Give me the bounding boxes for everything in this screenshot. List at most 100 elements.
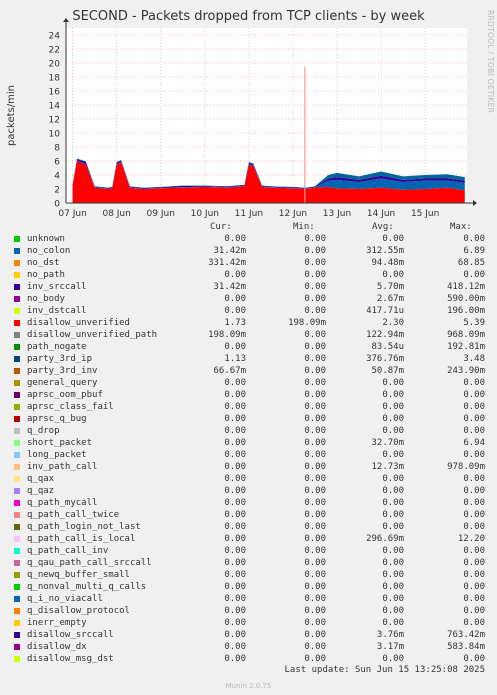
legend-row-q-nonval-multi-q-calls: q_nonval_multi_q_calls 0.00 0.00 0.00 0.00	[0, 582, 497, 594]
area-disallow-unverified	[72, 161, 465, 203]
legend-header-cur: Cur:	[210, 222, 232, 232]
legend-min-value: 0.00	[304, 570, 326, 580]
legend-cur-value: 331.42m	[208, 258, 246, 268]
legend-cur-value: 0.00	[224, 306, 246, 316]
legend-cur-value: 0.00	[224, 390, 246, 400]
legend-cur-value: 0.00	[224, 438, 246, 448]
legend-name: q_qau_path_call_srccall	[27, 558, 152, 568]
legend-max-value: 0.00	[463, 654, 485, 664]
legend-swatch	[14, 320, 20, 326]
legend-min-value: 0.00	[304, 582, 326, 592]
y-tick-label: 20	[49, 60, 61, 70]
legend-cur-value: 0.00	[224, 618, 246, 628]
legend-max-value: 0.00	[463, 234, 485, 244]
legend-row-no-path: no_path 0.00 0.00 0.00 0.00	[0, 270, 497, 282]
legend-cur-value: 1.13	[224, 354, 246, 364]
legend-avg-value: 0.00	[382, 378, 404, 388]
legend-min-value: 0.00	[304, 402, 326, 412]
legend-name: q_qaz	[27, 486, 55, 496]
legend-max-value: 0.00	[463, 522, 485, 532]
legend-min-value: 0.00	[304, 390, 326, 400]
legend-cur-value: 0.00	[224, 426, 246, 436]
legend-avg-value: 0.00	[382, 390, 404, 400]
legend-cur-value: 1.73	[224, 318, 246, 328]
legend-avg-value: 0.00	[382, 450, 404, 460]
x-tick-label: 07 Jun	[58, 209, 86, 219]
legend-max-value: 0.00	[463, 546, 485, 556]
legend-min-value: 0.00	[304, 534, 326, 544]
legend-row-no-body: no_body 0.00 0.00 2.67m 590.00m	[0, 294, 497, 306]
y-tick-label: 22	[49, 46, 60, 56]
legend-avg-value: 0.00	[382, 546, 404, 556]
legend-min-value: 0.00	[304, 450, 326, 460]
legend-swatch	[14, 296, 20, 302]
legend-row-inv-path-call: inv_path_call 0.00 0.00 12.73m 978.09m	[0, 462, 497, 474]
legend-min-value: 0.00	[304, 462, 326, 472]
legend-avg-value: 5.70m	[376, 282, 404, 292]
y-tick-label: 8	[54, 144, 60, 154]
legend-swatch	[14, 584, 20, 590]
legend-swatch	[14, 344, 20, 350]
x-tick-label: 09 Jun	[147, 209, 175, 219]
legend-min-value: 0.00	[304, 330, 326, 340]
legend-max-value: 0.00	[463, 570, 485, 580]
legend-min-value: 0.00	[304, 366, 326, 376]
y-axis-label: packets/min	[6, 85, 17, 146]
x-tick-label: 08 Jun	[102, 209, 130, 219]
legend-avg-value: 0.00	[382, 606, 404, 616]
legend-swatch	[14, 476, 20, 482]
legend-min-value: 0.00	[304, 282, 326, 292]
x-tick-label: 10 Jun	[191, 209, 219, 219]
legend-max-value: 0.00	[463, 594, 485, 604]
legend-swatch	[14, 452, 20, 458]
area-no-colon	[72, 160, 465, 191]
legend-name: no_colon	[27, 246, 71, 256]
legend-name: no_dst	[27, 258, 60, 268]
legend-max-value: 0.00	[463, 414, 485, 424]
y-tick-label: 12	[49, 116, 60, 126]
legend-row-inv-srccall: inv_srccall 31.42m 0.00 5.70m 418.12m	[0, 282, 497, 294]
legend-swatch	[14, 428, 20, 434]
y-tick-label: 16	[49, 88, 61, 98]
legend-row-aprsc-q-bug: aprsc_q_bug 0.00 0.00 0.00 0.00	[0, 414, 497, 426]
legend-cur-value: 0.00	[224, 558, 246, 568]
legend-name: q_path_mycall	[27, 498, 98, 508]
legend-name: aprsc_class_fail	[27, 402, 114, 412]
legend-row-disallow-unverified: disallow_unverified 1.73 198.09m 2.30 5.39	[0, 318, 497, 330]
legend-name: q_newq_buffer_small	[27, 570, 130, 580]
legend-row-q-disallow-protocol: q_disallow_protocol 0.00 0.00 0.00 0.00	[0, 606, 497, 618]
legend-min-value: 0.00	[304, 654, 326, 664]
legend-row-aprsc-oom-pbuf: aprsc_oom_pbuf 0.00 0.00 0.00 0.00	[0, 390, 497, 402]
legend-row-party-3rd-inv: party_3rd_inv 66.67m 0.00 50.87m 243.90m	[0, 366, 497, 378]
legend-avg-value: 122.94m	[366, 330, 404, 340]
legend-avg-value: 0.00	[382, 414, 404, 424]
legend-min-value: 0.00	[304, 342, 326, 352]
legend-cur-value: 0.00	[224, 342, 246, 352]
legend-max-value: 0.00	[463, 486, 485, 496]
legend-cur-value: 198.09m	[208, 330, 246, 340]
legend-name: inv_srccall	[27, 282, 87, 292]
legend-swatch	[14, 260, 20, 266]
legend-max-value: 196.00m	[447, 306, 485, 316]
legend-avg-value: 2.67m	[376, 294, 404, 304]
legend-max-value: 0.00	[463, 606, 485, 616]
y-tick-label: 18	[49, 74, 61, 84]
legend-row-disallow-unverified-path: disallow_unverified_path 198.09m 0.00 122.9…	[0, 330, 497, 342]
legend-avg-value: 0.00	[382, 558, 404, 568]
legend-cur-value: 0.00	[224, 270, 246, 280]
legend-row-q-path-mycall: q_path_mycall 0.00 0.00 0.00 0.00	[0, 498, 497, 510]
legend-cur-value: 0.00	[224, 474, 246, 484]
legend-swatch	[14, 536, 20, 542]
legend-avg-value: 32.70m	[371, 438, 404, 448]
munin-version: Munin 2.0.75	[225, 682, 272, 690]
legend-row-q-path-call-inv: q_path_call_inv 0.00 0.00 0.00 0.00	[0, 546, 497, 558]
legend-swatch	[14, 512, 20, 518]
legend-min-value: 0.00	[304, 522, 326, 532]
last-update: Last update: Sun Jun 15 13:25:08 2025	[284, 665, 485, 675]
legend-avg-value: 312.55m	[366, 246, 404, 256]
legend-header-min: Min:	[293, 222, 315, 232]
legend-min-value: 0.00	[304, 486, 326, 496]
x-tick-label: 12 Jun	[279, 209, 307, 219]
legend-row-q-newq-buffer-small: q_newq_buffer_small 0.00 0.00 0.00 0.00	[0, 570, 497, 582]
legend-max-value: 590.00m	[447, 294, 485, 304]
